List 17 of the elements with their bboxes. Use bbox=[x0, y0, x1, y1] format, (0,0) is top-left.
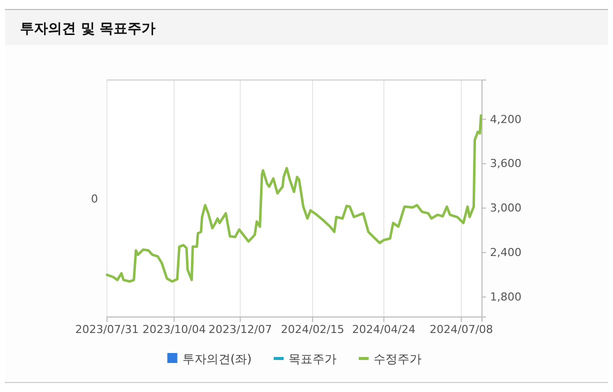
line-series bbox=[106, 114, 482, 283]
y2-tick-label: 1,800 bbox=[490, 290, 522, 304]
x-tick-label: 2024/04/24 bbox=[352, 322, 416, 336]
legend-label: 수정주가 bbox=[374, 352, 422, 366]
chart-title: 투자의견 및 목표주가 bbox=[20, 21, 156, 37]
text: 0 bbox=[91, 192, 98, 206]
y2-tick-label: 4,200 bbox=[490, 112, 522, 126]
legend-label: 투자의견(좌) bbox=[182, 352, 252, 366]
y2-tick-label: 3,600 bbox=[490, 157, 522, 170]
legend-label: 목표주가 bbox=[288, 352, 337, 366]
x-tick-label: 2024/07/08 bbox=[430, 322, 494, 336]
y2-tick-label: 3,000 bbox=[490, 202, 522, 215]
x-tick-label: 2023/12/07 bbox=[208, 322, 272, 336]
x-tick-label: 2024/02/15 bbox=[280, 322, 344, 336]
x-tick-label: 2023/07/31 bbox=[75, 322, 139, 336]
y2-tick-label: 2,400 bbox=[490, 246, 522, 260]
x-tick-label: 2023/10/04 bbox=[142, 322, 206, 336]
